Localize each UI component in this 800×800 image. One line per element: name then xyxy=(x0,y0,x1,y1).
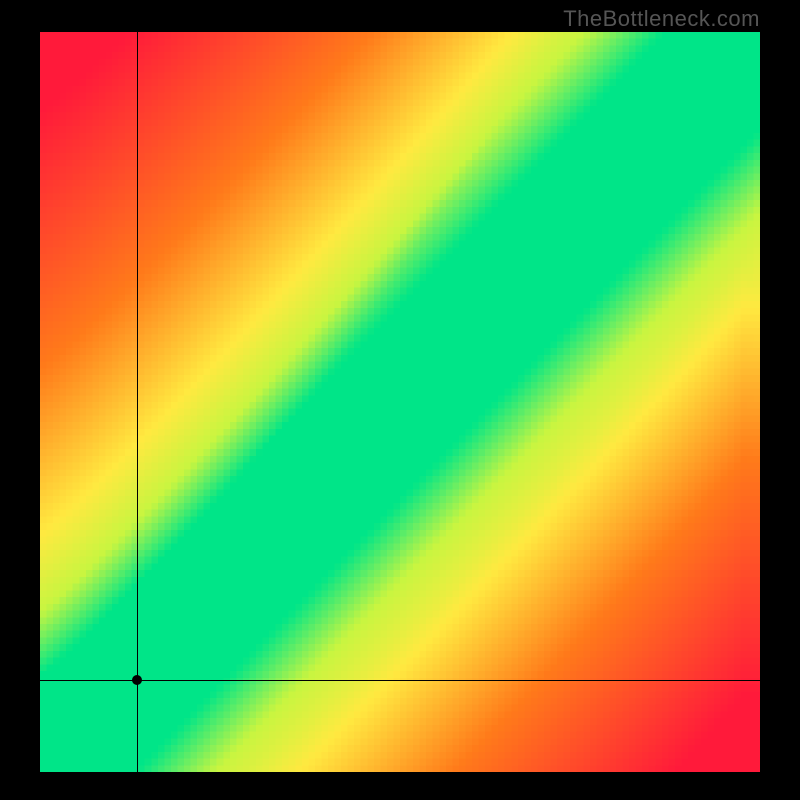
crosshair-vertical xyxy=(137,32,138,772)
watermark-text: TheBottleneck.com xyxy=(563,6,760,32)
crosshair-horizontal xyxy=(40,680,760,681)
plot-area xyxy=(40,32,760,772)
chart-container: TheBottleneck.com xyxy=(0,0,800,800)
heatmap-canvas xyxy=(40,32,760,772)
marker-dot xyxy=(132,675,142,685)
